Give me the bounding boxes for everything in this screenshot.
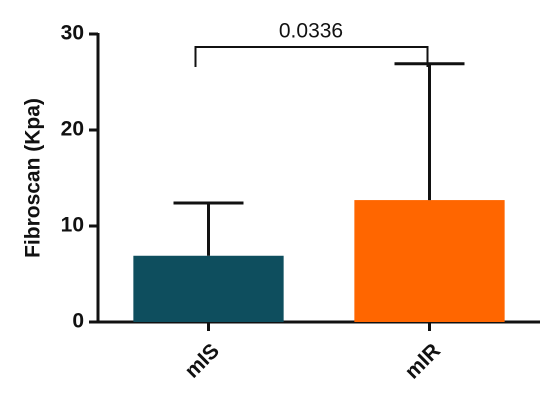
y-axis-label: Fibroscan (Kpa) [22,98,45,258]
error-bar [394,62,465,201]
bar [354,200,505,322]
y-tick-label: 10 [61,214,84,237]
bar [133,255,284,322]
significance-bracket [194,46,429,67]
x-tick-label: mIR [401,339,445,383]
error-bar [173,201,244,256]
x-tick-label: mIS [180,339,223,382]
y-tick-label: 0 [72,310,84,333]
y-tick-label: 20 [61,118,84,141]
significance-label: 0.0336 [279,20,343,43]
y-tick-label: 30 [61,22,84,45]
